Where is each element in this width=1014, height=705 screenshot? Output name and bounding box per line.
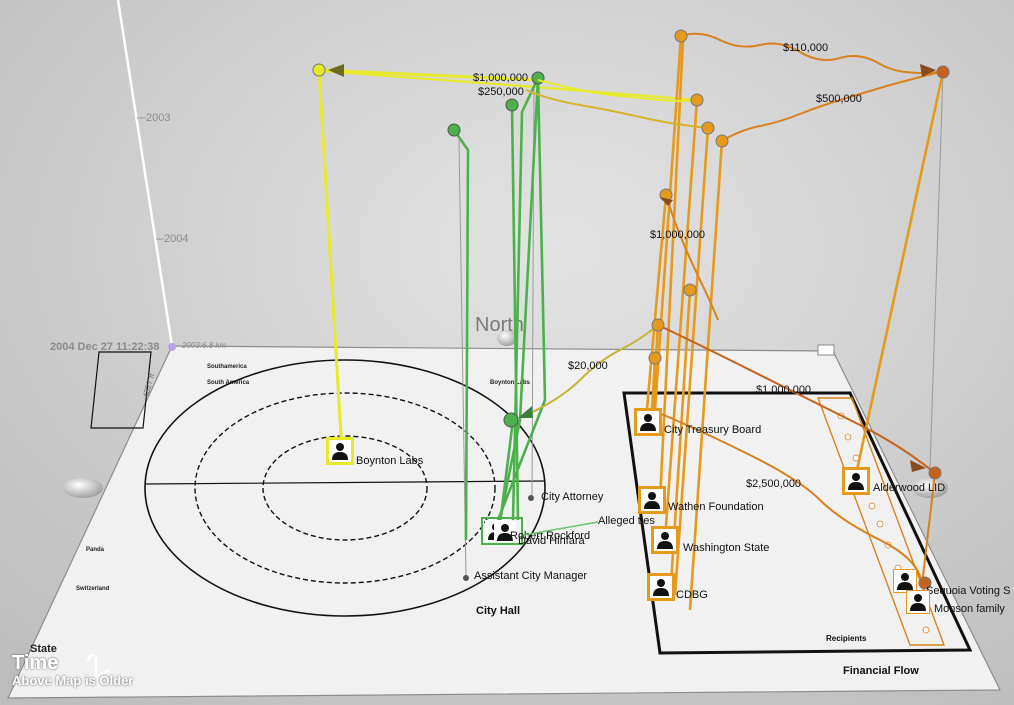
green-node-d[interactable] [503,412,519,428]
region-label-south-america: South America [207,380,250,386]
north-label: North [475,314,524,336]
entity-cdbg[interactable]: CDBG [647,573,708,601]
time-axis-line[interactable] [116,0,174,347]
orange-node-2[interactable] [690,93,704,107]
green-tracks[interactable] [452,77,547,541]
entity-label-monson: Monson family [934,603,1005,615]
entity-washington-state[interactable]: Washington State [651,526,769,554]
amount-label-3: $110,000 [783,42,828,54]
green-node-c[interactable] [505,98,519,112]
city-hall-ring-outer [144,359,546,617]
orange-node-4[interactable] [715,134,729,148]
recipients-slots [837,412,930,634]
entity-label-wathen-foundation: Wathen Foundation [668,501,764,513]
nav-sphere-north[interactable] [497,330,517,346]
orange-node-7[interactable] [651,318,665,332]
entity-label-washington-state: Washington State [683,542,769,554]
region-label-state: State [30,643,57,655]
yellow-track[interactable] [317,68,698,453]
amount-label-4: $500,000 [816,93,862,105]
amount-label-1: $1,000,000 [473,72,528,84]
arrowhead-mid [660,197,673,206]
map-window-icon[interactable] [817,344,835,356]
assistant-city-manager-marker[interactable] [463,575,469,581]
orange-node-alderwood[interactable] [928,466,942,480]
entity-label-sequoia: Sequoia Voting S [926,585,1010,597]
region-label-southamerica: Southamerica [207,364,247,370]
alleged-ties-connector [523,521,599,536]
time-legend-title: Time [12,652,59,674]
entity-robert-rockford[interactable] [481,517,523,545]
amount-label-2: $250,000 [478,86,524,98]
entity-label-boynton-labs: Boynton Labs [356,455,424,467]
orange-node-top-right[interactable] [936,65,950,79]
arrowhead-green [518,406,533,418]
orange-node-sequoia[interactable] [918,576,932,590]
year-label-2004: 2004 [164,233,188,245]
year-label-2003: 2003 [146,112,170,124]
region-label-panda: Panda [86,547,105,553]
entity-label-cdbg: CDBG [676,589,708,601]
entity-label-david-hinfara: David Hinfara [518,535,586,547]
recipients-label: Recipients [826,634,867,643]
green-node-b[interactable] [531,71,545,85]
financial-flow-box[interactable] [622,391,973,655]
city-hall-ring-mid [194,392,496,584]
scale-reading: 2003:6.8 km [181,341,226,350]
time-legend-icon [86,653,111,678]
entity-monson-family[interactable]: Monson family [906,590,1005,615]
entity-label-robert-rockford: Robert Rockford [510,530,590,542]
yellow-node-top[interactable] [312,63,326,77]
orange-node-3[interactable] [701,121,715,135]
city-hall-label: City Hall [476,605,520,617]
time-legend: Time Above Map is Older [12,652,133,688]
orange-node-6[interactable] [683,283,697,297]
entity-label-alderwood: Alderwood LID [873,482,945,494]
orange-node-1[interactable] [674,29,688,43]
city-attorney-marker[interactable] [528,495,534,501]
nav-sphere-west[interactable] [63,478,103,498]
entity-label-city-treasury-board: City Treasury Board [664,424,761,436]
amount-label-6: $20,000 [568,360,608,372]
entity-wathen-foundation[interactable]: Wathen Foundation [638,486,764,514]
orange-node-8[interactable] [648,351,662,365]
entity-city-treasury-board[interactable]: City Treasury Board [634,408,761,436]
entity-label-assistant-city-manager: Assistant City Manager [474,570,587,582]
entity-alderwood[interactable]: Alderwood LID [842,467,945,495]
amount-label-5: $1,000,000 [650,229,705,241]
alleged-ties-label: Alleged ties [598,515,655,527]
city-hall-ring-inner [262,435,428,541]
entity-boynton-labs[interactable]: Boynton Labs [326,437,424,467]
financial-flow-label: Financial Flow [843,665,919,677]
entity-sequoia-voting[interactable]: Sequoia Voting S [893,569,1010,597]
entity-label-city-attorney: City Attorney [541,491,604,503]
arrowhead-alderwood [910,460,926,472]
arrowhead-top-right [920,64,936,77]
wavy-flows[interactable] [519,32,941,586]
nav-sphere-east[interactable] [912,478,948,498]
time-legend-note: Above Map is Older [12,673,134,688]
time-cursor[interactable] [168,343,176,351]
amount-label-7: $1,000,000 [756,384,811,396]
recipients-column [816,397,946,646]
timestamp-label: 2004 Dec 27 11:22:38 [50,341,159,353]
map-inset [90,351,152,429]
city-hall-axis [144,480,546,485]
region-label-switzerland: Switzerland [76,586,110,592]
arrowhead-yellow [328,64,344,77]
region-label-boynton: Boynton Labs [490,380,531,386]
green-node-a[interactable] [447,123,461,137]
amount-label-8: $2,500,000 [746,478,801,490]
